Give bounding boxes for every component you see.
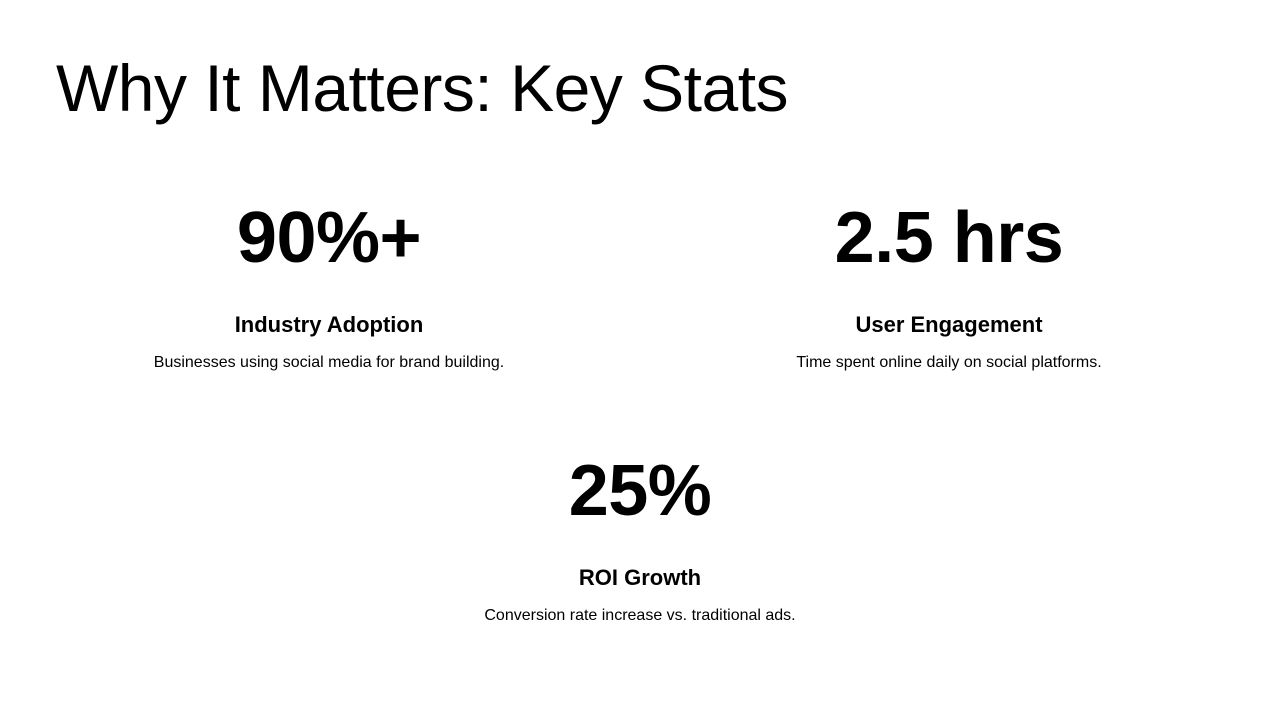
stat-value: 25% [568, 451, 712, 531]
stat-value: 90%+ [236, 198, 422, 278]
stat-description: Businesses using social media for brand … [153, 354, 505, 371]
stat-description: Time spent online daily on social platfo… [796, 354, 1102, 371]
stat-label: Industry Adoption [234, 312, 424, 337]
stat-description: Conversion rate increase vs. traditional… [484, 607, 796, 624]
stat-label: ROI Growth [578, 565, 702, 590]
stat-roi-growth: 25% ROI Growth Conversion rate increase … [360, 451, 920, 627]
stat-user-engagement: 2.5 hrs User Engagement Time spent onlin… [669, 198, 1229, 374]
slide-title: Why It Matters: Key Stats [56, 51, 789, 125]
stat-industry-adoption: 90%+ Industry Adoption Businesses using … [49, 198, 609, 374]
stat-label: User Engagement [855, 312, 1043, 337]
stat-value: 2.5 hrs [834, 198, 1064, 278]
